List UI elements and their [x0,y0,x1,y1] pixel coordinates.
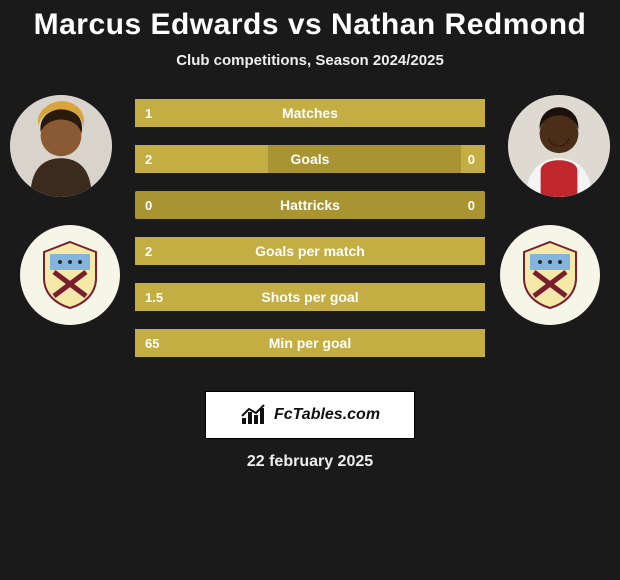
club-crest-right [500,225,600,325]
stat-row: 2 0 Goals [135,145,485,173]
stat-label: Shots per goal [261,289,358,305]
stat-bars: 1 Matches 2 0 Goals 0 0 Hattricks 2 Goals per mat… [135,99,485,375]
attribution-text: FcTables.com [274,406,380,424]
stat-row: 1 Matches [135,99,485,127]
chart-icon [240,404,268,426]
stat-fill-left [135,145,268,173]
page-title: Marcus Edwards vs Nathan Redmond [0,0,620,42]
stat-value-left: 2 [145,152,152,167]
stat-label: Matches [282,105,338,121]
stat-value-left: 1 [145,106,152,121]
player-left-avatar [10,95,112,197]
stat-value-left: 2 [145,244,152,259]
attribution-badge: FcTables.com [205,391,415,439]
club-crest-left [20,225,120,325]
stat-row: 1.5 Shots per goal [135,283,485,311]
stat-value-right: 0 [468,198,475,213]
comparison-panel: 1 Matches 2 0 Goals 0 0 Hattricks 2 Goals per mat… [0,99,620,379]
stat-label: Goals [291,151,330,167]
date-footer: 22 february 2025 [0,453,620,471]
stat-row: 65 Min per goal [135,329,485,357]
stat-value-right: 0 [468,152,475,167]
stat-label: Min per goal [269,335,351,351]
stat-label: Goals per match [255,243,365,259]
stat-value-left: 0 [145,198,152,213]
subtitle: Club competitions, Season 2024/2025 [0,52,620,69]
stat-label: Hattricks [280,197,340,213]
player-right-avatar [508,95,610,197]
stat-value-left: 65 [145,336,159,351]
stat-row: 0 0 Hattricks [135,191,485,219]
stat-value-left: 1.5 [145,290,163,305]
stat-row: 2 Goals per match [135,237,485,265]
